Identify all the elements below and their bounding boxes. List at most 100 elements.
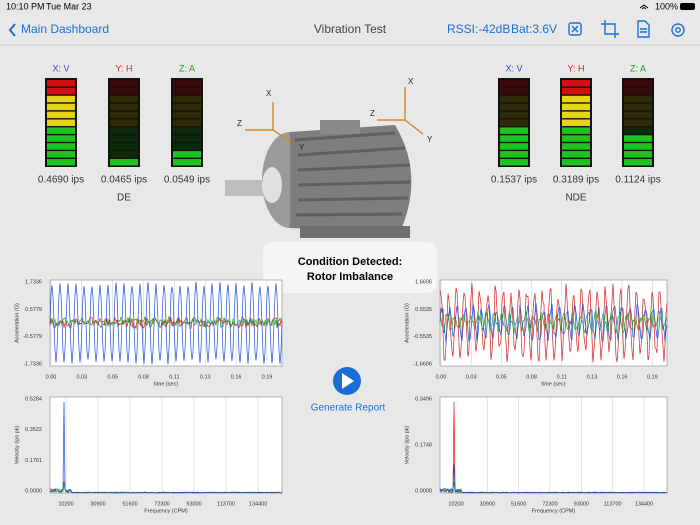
y-tick-label: -1.6606 [413,361,432,367]
axis-label: Y: H [567,63,584,73]
back-button[interactable]: Main Dashboard [21,22,109,36]
meter-segment [47,127,75,134]
x-tick-label: 0.03 [76,374,87,380]
alert-title: Condition Detected: [298,256,403,268]
axis-label: Z: A [630,63,646,73]
meter-segment [173,151,201,158]
meter-segment [624,143,652,150]
waveform [439,309,668,335]
motor-axis-label: X [408,77,414,86]
y-tick-label: 1.6606 [415,279,432,285]
meter-segment [562,135,590,142]
x-tick-label: 0.08 [526,374,537,380]
meter-segment [110,143,138,150]
y-tick-label: 0.5284 [25,396,42,402]
generate-report[interactable]: Generate Report [311,403,386,414]
meter-segment [173,119,201,126]
crop-icon[interactable] [601,20,619,38]
meter-segment [624,135,652,142]
rssi: RSSI:-42dB [447,22,510,36]
meter-segment [173,111,201,119]
battery-icon [680,3,695,10]
plot-area [439,396,668,494]
x-tick-label: 30900 [480,501,495,507]
x-tick-label: 0.16 [617,374,628,380]
motor-axis-label: Y [299,143,305,152]
x-tick-label: 10200 [58,501,73,507]
meter-segment [173,143,201,150]
spectrum [439,464,668,494]
meter-segment [173,135,201,142]
meter-segment [562,95,590,103]
x-tick-label: 0.19 [647,374,658,380]
meter-segment [624,111,652,119]
y-tick-label: 0.0000 [415,488,432,494]
settings-icon[interactable] [671,23,685,37]
back-chevron[interactable] [8,23,16,37]
plot-area [49,396,283,494]
motor-axis-label: X [266,89,272,98]
motor-hub [262,167,282,203]
meter-segment [500,151,528,158]
x-axis-label: Frequency (CPM) [144,508,188,514]
status-date: Tue Mar 23 [46,1,92,11]
meter-segment [47,87,75,95]
meter-segment [47,151,75,158]
meter-segment [562,80,590,87]
meter-segment [624,159,652,166]
y-tick-label: 0.1761 [25,458,42,464]
x-tick-label: 113700 [604,501,622,507]
status-time: 10:10 PM [6,1,45,11]
meter-segment [47,80,75,87]
wifi-icon [639,4,649,10]
x-tick-label: 0.05 [496,374,507,380]
waveform [49,315,283,329]
y-axis-label: Acceleration (G) [14,303,20,343]
y-tick-label: 0.1748 [415,442,432,448]
x-tick-label: 0.03 [466,374,477,380]
meter-segment [562,127,590,134]
alert-message: Rotor Imbalance [307,271,393,283]
meter-segment [173,80,201,87]
meter-segment [173,159,201,166]
axes-left [245,102,292,143]
meter-segment [110,111,138,119]
x-tick-label: 10200 [448,501,463,507]
meter-segment [500,80,528,87]
meter-segment [47,103,75,111]
x-tick-label: 134400 [635,501,653,507]
meter-segment [110,95,138,103]
waveform [49,316,283,330]
spectrum [50,401,283,494]
y-axis-label: Velocity (ips pk) [404,426,410,465]
y-axis-label: Velocity (ips pk) [14,426,20,465]
axis-label: X: V [52,63,69,73]
meter-segment [110,151,138,158]
meter-segment [47,159,75,166]
x-tick-label: 0.13 [200,374,211,380]
meter-segment [173,87,201,95]
y-tick-label: -1.7336 [23,361,42,367]
x-tick-label: 0.11 [169,374,179,380]
meter-segment [110,159,138,166]
meter-segment [562,103,590,111]
sensor-name: DE [117,193,131,204]
y-tick-label: 0.0000 [25,488,42,494]
motor-body [290,125,412,232]
play-icon [342,373,354,389]
waveform [439,283,668,363]
axis-label: Z: A [179,63,195,73]
x-tick-label: 72300 [154,501,169,507]
close-icon[interactable] [568,22,582,36]
device-battery: Bat:3.6V [511,22,557,36]
waveform [49,281,283,365]
settings-icon-center [675,27,681,33]
alert-box [263,242,437,293]
meter-segment [110,119,138,126]
x-tick-label: 93000 [574,501,589,507]
x-axis-label: Frequency (CPM) [532,508,576,514]
document-icon[interactable] [637,20,650,38]
x-tick-label: 0.19 [262,374,273,380]
axis-label: Y: H [115,63,132,73]
